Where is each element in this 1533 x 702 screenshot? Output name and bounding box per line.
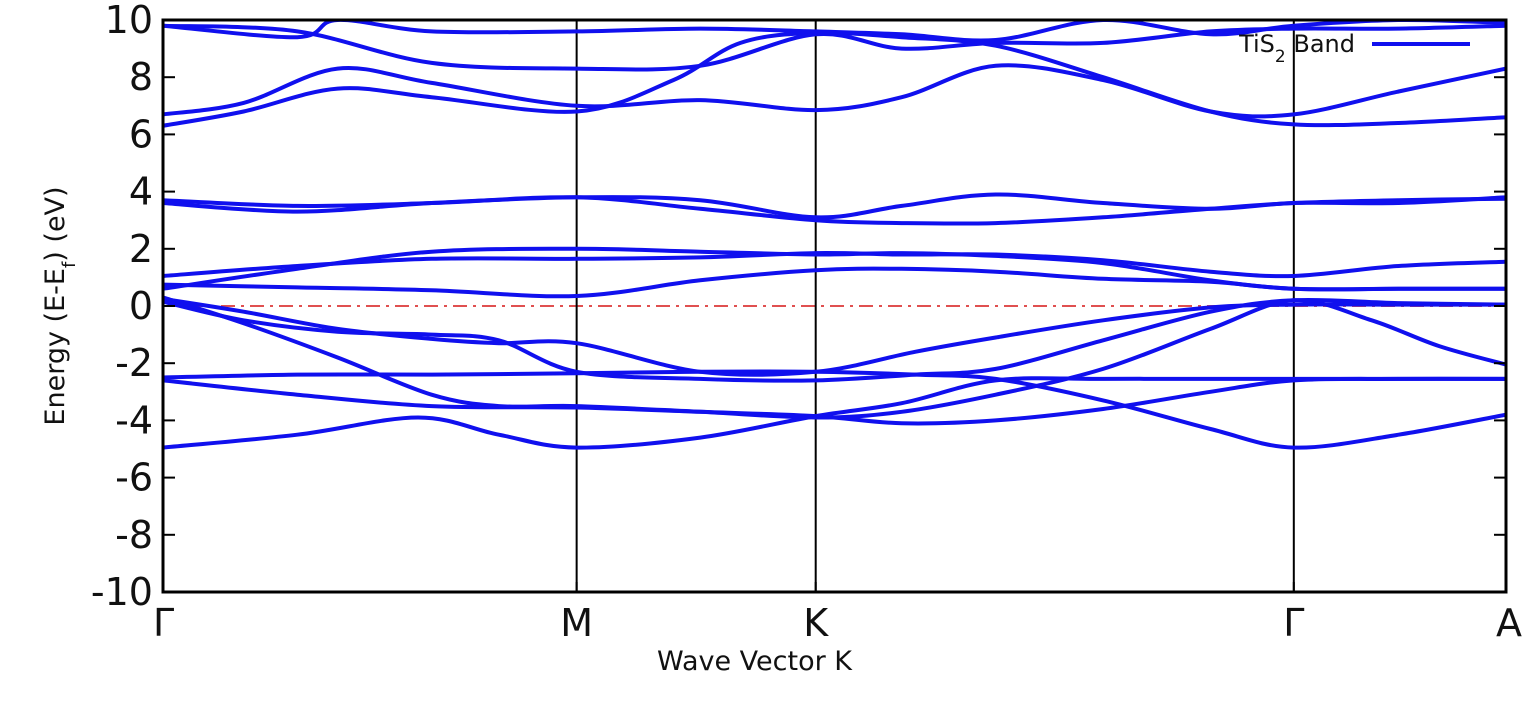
y-tick-label: -8	[115, 513, 153, 557]
y-tick-label: -2	[115, 341, 153, 385]
y-tick-label: 0	[129, 284, 153, 328]
x-tick-label: Γ	[1283, 601, 1304, 645]
y-axis-title: Energy (E-Ef) (eV)	[40, 186, 80, 425]
y-tick-label: 2	[129, 227, 153, 271]
bands-group	[163, 20, 1506, 450]
legend-label: TiS2 Band	[1238, 30, 1355, 67]
y-tick-label: 10	[105, 0, 153, 42]
legend-label-sub: 2	[1275, 47, 1286, 67]
y-axis-title-main: Energy (E-E	[40, 268, 71, 426]
band-line-2	[163, 369, 1506, 450]
legend-label-tail: Band	[1286, 30, 1355, 58]
y-tick-label: 6	[129, 112, 153, 156]
band-line-8	[163, 251, 1506, 279]
band-line-5	[163, 296, 1506, 377]
band-line-11	[163, 195, 1506, 226]
x-axis-title: Wave Vector K	[657, 646, 853, 677]
y-tick-label: 4	[129, 170, 153, 214]
y-tick-label: 8	[129, 55, 153, 99]
y-tick-label: -4	[115, 398, 153, 442]
y-tick-label: -10	[91, 570, 153, 614]
band-line-1	[163, 376, 1506, 450]
x-tick-label: A	[1496, 601, 1522, 645]
x-tick-label: Γ	[153, 601, 174, 645]
band-line-9	[163, 246, 1506, 292]
band-line-7	[163, 266, 1506, 299]
band-line-13	[163, 63, 1506, 119]
band-line-6	[163, 297, 1506, 383]
x-tick-label: K	[803, 601, 829, 645]
band-line-3	[163, 376, 1506, 426]
legend-label-main: TiS	[1238, 30, 1275, 58]
y-axis-title-tail: ) (eV)	[40, 186, 71, 261]
x-tick-label: M	[560, 601, 593, 645]
y-tick-label: -6	[115, 456, 153, 500]
y-ticks: 10 8 6 4 2 0 -2 -4 -6 -8 -10	[91, 0, 1506, 614]
legend: TiS2 Band	[1238, 30, 1470, 67]
y-axis-title-sub: f	[59, 261, 80, 268]
band-line-14	[163, 23, 1506, 72]
